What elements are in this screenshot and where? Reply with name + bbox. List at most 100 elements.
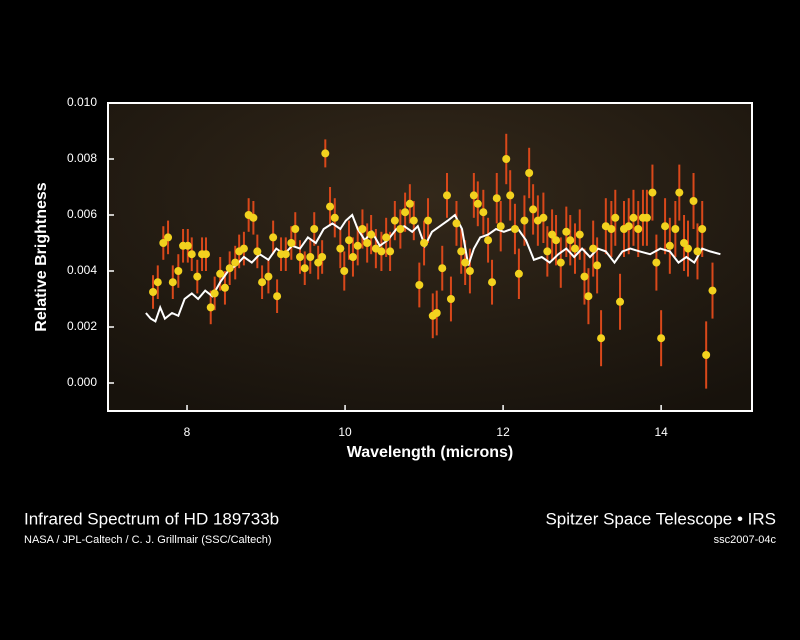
data-point [438, 264, 447, 273]
y-tick-label: 0.010 [67, 95, 97, 109]
data-point [409, 216, 418, 225]
y-tick-label: 0.000 [67, 375, 97, 389]
data-point [675, 188, 684, 197]
data-point [264, 272, 273, 281]
data-point [225, 264, 234, 273]
data-point [330, 213, 339, 222]
data-point [216, 269, 225, 278]
data-point [461, 258, 470, 267]
data-point [168, 278, 177, 287]
data-point [698, 225, 707, 233]
data-point [210, 289, 219, 298]
data-point [321, 149, 330, 158]
data-point [310, 225, 319, 233]
data-point [159, 239, 168, 247]
data-point [624, 222, 633, 231]
data-point [693, 247, 702, 256]
data-point [206, 303, 215, 312]
data-point [680, 239, 689, 247]
data-point [239, 244, 248, 253]
data-point [420, 239, 429, 247]
data-point [452, 219, 461, 228]
y-tick-label: 0.002 [67, 319, 97, 333]
y-tick-label: 0.006 [67, 207, 97, 221]
data-point [607, 225, 616, 233]
data-point [149, 288, 158, 296]
data-point [671, 225, 680, 233]
y-axis-label: Relative Brightness [33, 182, 50, 331]
data-point [405, 199, 414, 208]
data-point [345, 236, 354, 245]
data-point [529, 205, 538, 214]
data-point [201, 250, 210, 259]
data-point [300, 264, 309, 273]
data-point [193, 272, 202, 281]
data-point [575, 230, 584, 239]
data-point [539, 213, 548, 222]
data-point [657, 334, 666, 343]
data-point [580, 272, 589, 281]
caption-mission: Spitzer Space Telescope • IRS [545, 509, 776, 528]
data-point [396, 225, 405, 233]
data-point [562, 227, 571, 236]
data-point [584, 292, 593, 301]
data-point [220, 283, 229, 292]
data-point [611, 213, 620, 222]
data-point [665, 241, 674, 250]
x-tick-label: 10 [338, 425, 352, 439]
x-tick-label: 8 [184, 425, 191, 439]
data-point [382, 233, 391, 242]
y-tick-label: 0.008 [67, 151, 97, 165]
data-point [281, 250, 290, 259]
data-point [231, 258, 240, 267]
data-point [510, 225, 519, 233]
data-point [446, 295, 455, 303]
data-point [514, 269, 523, 278]
x-axis-label: Wavelength (microns) [347, 444, 514, 461]
data-point [432, 309, 441, 317]
data-point [661, 222, 670, 231]
data-point [183, 241, 192, 250]
data-point [469, 191, 478, 200]
x-tick-label: 14 [654, 425, 668, 439]
model-line [145, 213, 721, 323]
data-point [336, 244, 345, 253]
data-point [616, 297, 625, 306]
caption-title: Infrared Spectrum of HD 189733b [24, 509, 279, 528]
data-point [164, 233, 173, 242]
data-point [249, 213, 258, 222]
data-point [314, 258, 323, 267]
data-point [457, 247, 466, 256]
data-point [570, 244, 579, 253]
data-point [318, 253, 327, 261]
data-point [353, 241, 362, 250]
data-point [502, 155, 511, 163]
data-point [258, 278, 267, 287]
data-point [473, 199, 482, 208]
data-point [708, 286, 717, 295]
data-point [340, 267, 349, 275]
data-point [253, 247, 262, 256]
data-point [174, 267, 183, 275]
data-point [520, 216, 529, 225]
data-point [287, 239, 296, 247]
x-tick-label: 12 [496, 425, 510, 439]
data-point [377, 247, 386, 256]
data-point [386, 247, 395, 256]
data-point [642, 213, 651, 222]
data-point [306, 253, 315, 261]
data-point [465, 267, 474, 275]
plot-frame [107, 102, 753, 412]
data-point [648, 188, 657, 197]
data-point [548, 230, 557, 239]
data-point [358, 225, 367, 233]
data-point [552, 236, 561, 245]
data-point [597, 334, 606, 343]
data-point [543, 247, 552, 256]
data-point [506, 191, 515, 200]
data-point [348, 253, 357, 261]
y-tick-label: 0.004 [67, 263, 97, 277]
data-point [689, 197, 698, 205]
data-point [496, 222, 505, 231]
